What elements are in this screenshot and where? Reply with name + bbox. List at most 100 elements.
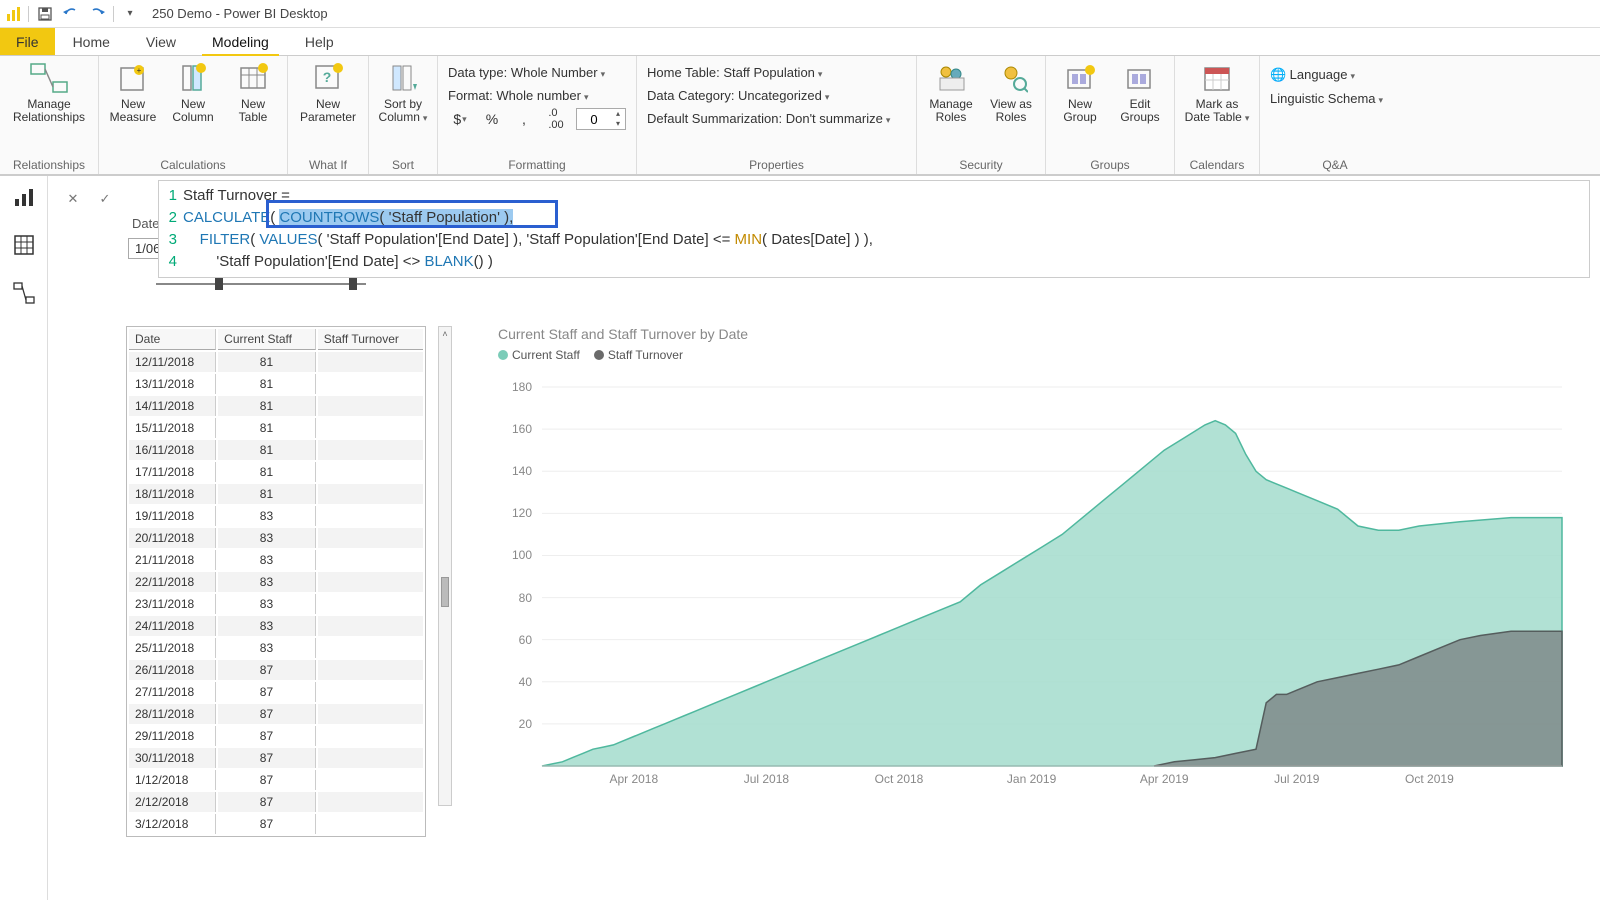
tab-help[interactable]: Help (287, 28, 352, 55)
table-cell (318, 704, 423, 724)
table-row[interactable]: 26/11/201887 (129, 660, 423, 680)
table-row[interactable]: 2/12/201887 (129, 792, 423, 812)
thousands-separator-button[interactable]: , (512, 108, 536, 130)
table-column-header[interactable]: Date (129, 329, 216, 350)
date-range-slider[interactable] (156, 276, 366, 292)
table-cell: 87 (218, 770, 316, 790)
report-canvas: ✕ ✓ Date 1/06/ 1Staff Turnover = 2CALCUL… (48, 176, 1600, 900)
scroll-thumb[interactable] (441, 577, 449, 607)
decimal-places-spinner[interactable]: ▴▾ (576, 108, 626, 130)
data-category-dropdown[interactable]: Data Category: Uncategorized▾ (643, 85, 833, 106)
tab-home[interactable]: Home (55, 28, 128, 55)
table-cell: 15/11/2018 (129, 418, 216, 438)
new-measure-label: New Measure (105, 98, 161, 124)
table-column-header[interactable]: Current Staff (218, 329, 316, 350)
table-row[interactable]: 15/11/201881 (129, 418, 423, 438)
decimal-places-input[interactable] (577, 112, 611, 127)
x-axis-label: Oct 2019 (1405, 772, 1454, 786)
mark-as-date-table-button[interactable]: Mark as Date Table▾ (1181, 60, 1253, 125)
undo-button[interactable] (61, 4, 81, 24)
table-cell (318, 814, 423, 834)
table-row[interactable]: 22/11/201883 (129, 572, 423, 592)
table-row[interactable]: 21/11/201883 (129, 550, 423, 570)
group-security: Manage Roles View as Roles Security (917, 56, 1046, 174)
slider-handle-end[interactable] (349, 278, 357, 290)
legend-item[interactable]: Current Staff (498, 348, 580, 362)
view-as-roles-button[interactable]: View as Roles (983, 60, 1039, 124)
table-row[interactable]: 27/11/201887 (129, 682, 423, 702)
table-row[interactable]: 3/12/201887 (129, 814, 423, 834)
table-cell: 23/11/2018 (129, 594, 216, 614)
tab-view[interactable]: View (128, 28, 194, 55)
table-cell: 21/11/2018 (129, 550, 216, 570)
report-view-button[interactable] (11, 184, 37, 210)
table-row[interactable]: 17/11/201881 (129, 462, 423, 482)
new-table-button[interactable]: New Table (225, 60, 281, 124)
table-cell: 25/11/2018 (129, 638, 216, 658)
default-summarization-dropdown[interactable]: Default Summarization: Don't summarize▾ (643, 108, 894, 129)
linguistic-schema-dropdown[interactable]: Linguistic Schema▾ (1266, 88, 1387, 109)
table-row[interactable]: 1/12/201887 (129, 770, 423, 790)
manage-roles-button[interactable]: Manage Roles (923, 60, 979, 124)
cancel-formula-button[interactable]: ✕ (62, 188, 84, 210)
table-row[interactable]: 23/11/201883 (129, 594, 423, 614)
tab-modeling[interactable]: Modeling (194, 28, 287, 55)
table-row[interactable]: 19/11/201883 (129, 506, 423, 526)
scroll-up-button[interactable]: ˄ (439, 327, 451, 341)
edit-groups-button[interactable]: Edit Groups (1112, 60, 1168, 124)
table-cell: 87 (218, 704, 316, 724)
sort-by-column-button[interactable]: Sort by Column▾ (375, 60, 431, 125)
table-scrollbar[interactable]: ˄ (438, 326, 452, 806)
table-row[interactable]: 20/11/201883 (129, 528, 423, 548)
data-table-visual[interactable]: DateCurrent StaffStaff Turnover 12/11/20… (126, 326, 426, 837)
file-tab[interactable]: File (0, 28, 55, 55)
table-row[interactable]: 30/11/201887 (129, 748, 423, 768)
calendar-icon (1197, 60, 1237, 96)
redo-button[interactable] (87, 4, 107, 24)
spinner-down[interactable]: ▾ (611, 119, 625, 129)
spinner-up[interactable]: ▴ (611, 109, 625, 119)
language-dropdown[interactable]: 🌐 Language▾ (1266, 64, 1359, 86)
table-row[interactable]: 14/11/201881 (129, 396, 423, 416)
group-qna-label: Q&A (1322, 156, 1347, 174)
qat-customize-button[interactable]: ▾ (120, 4, 140, 24)
model-view-button[interactable] (11, 280, 37, 306)
currency-button[interactable]: $▾ (448, 108, 472, 130)
group-calculations-label: Calculations (160, 156, 225, 174)
format-dropdown[interactable]: Format: Whole number▾ (444, 85, 592, 106)
svg-text:+: + (137, 66, 142, 75)
table-row[interactable]: 29/11/201887 (129, 726, 423, 746)
manage-relationships-button[interactable]: Manage Relationships (6, 60, 92, 124)
home-table-dropdown[interactable]: Home Table: Staff Population▾ (643, 62, 826, 83)
new-column-button[interactable]: New Column (165, 60, 221, 124)
percent-button[interactable]: % (480, 108, 504, 130)
table-row[interactable]: 25/11/201883 (129, 638, 423, 658)
separator (28, 6, 29, 22)
group-whatif-label: What If (309, 156, 347, 174)
table-cell: 2/12/2018 (129, 792, 216, 812)
table-row[interactable]: 18/11/201881 (129, 484, 423, 504)
table-row[interactable]: 13/11/201881 (129, 374, 423, 394)
table-row[interactable]: 12/11/201881 (129, 352, 423, 372)
data-view-button[interactable] (11, 232, 37, 258)
new-measure-button[interactable]: + New Measure (105, 60, 161, 124)
dax-editor[interactable]: 1Staff Turnover = 2CALCULATE( COUNTROWS(… (158, 180, 1590, 278)
table-row[interactable]: 16/11/201881 (129, 440, 423, 460)
table-cell: 87 (218, 814, 316, 834)
table-cell (318, 396, 423, 416)
area-chart-visual[interactable]: Current Staff and Staff Turnover by Date… (498, 326, 1580, 826)
ribbon: Manage Relationships Relationships + New… (0, 56, 1600, 176)
new-parameter-button[interactable]: ? New Parameter (294, 60, 362, 124)
legend-item[interactable]: Staff Turnover (594, 348, 683, 362)
table-row[interactable]: 28/11/201887 (129, 704, 423, 724)
slider-handle-start[interactable] (215, 278, 223, 290)
table-row[interactable]: 24/11/201883 (129, 616, 423, 636)
x-axis-label: Jan 2019 (1007, 772, 1056, 786)
new-group-button[interactable]: New Group (1052, 60, 1108, 124)
table-column-header[interactable]: Staff Turnover (318, 329, 423, 350)
save-button[interactable] (35, 4, 55, 24)
commit-formula-button[interactable]: ✓ (94, 188, 116, 210)
data-type-dropdown[interactable]: Data type: Whole Number▾ (444, 62, 609, 83)
table-cell: 24/11/2018 (129, 616, 216, 636)
table-cell (318, 506, 423, 526)
